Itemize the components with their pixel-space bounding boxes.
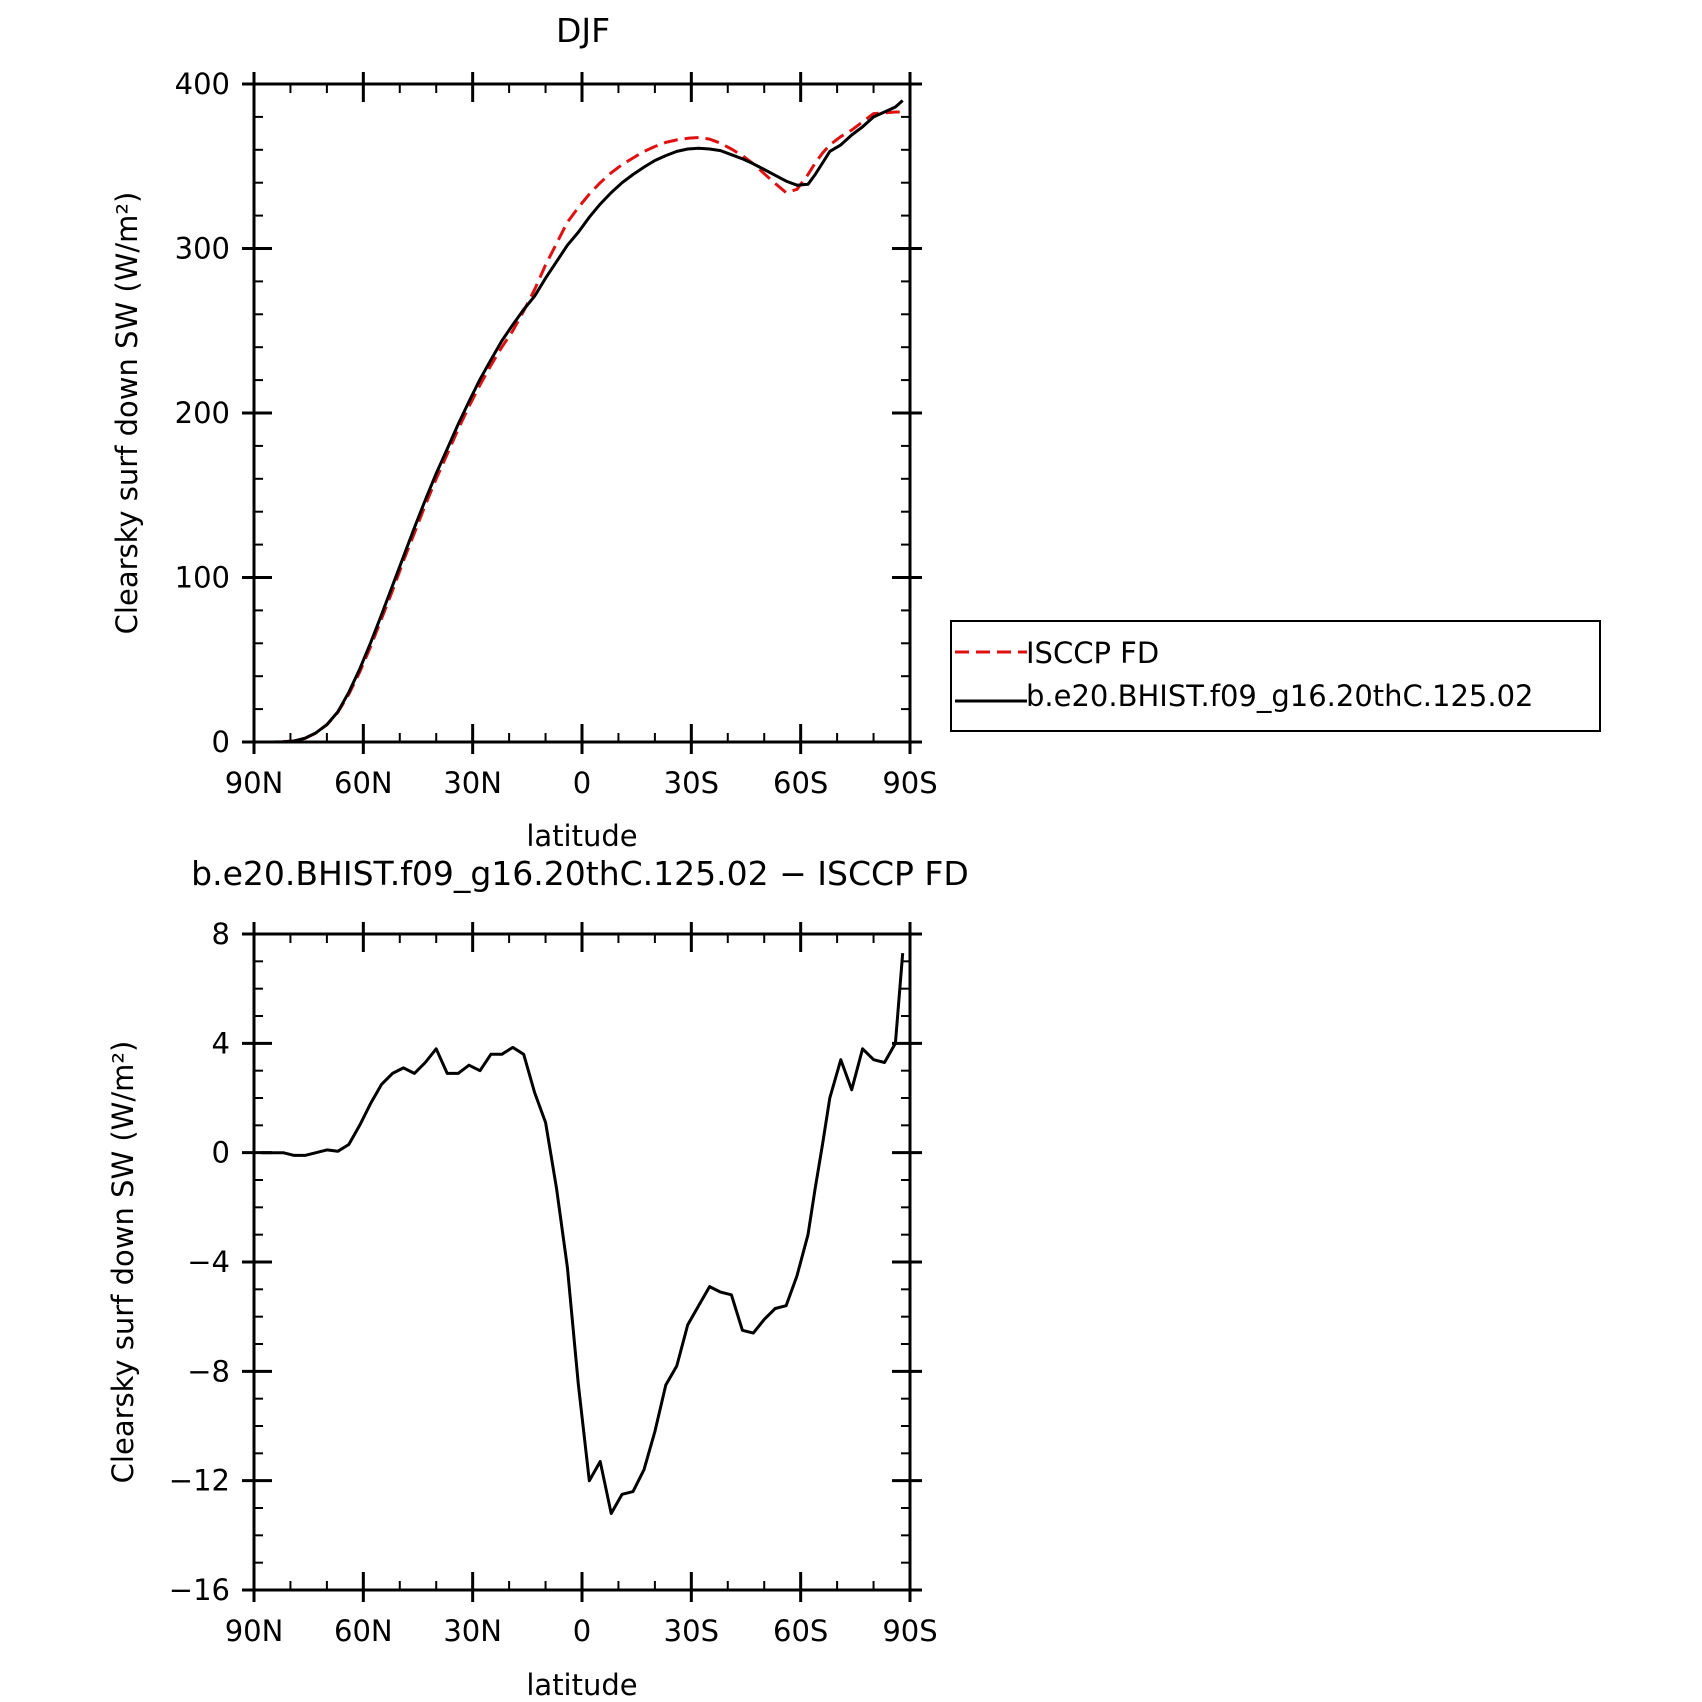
series-line-0 bbox=[261, 110, 903, 744]
x-tick-label: 90N bbox=[225, 766, 284, 800]
y-tick-label: −8 bbox=[187, 1354, 230, 1388]
legend-label-isccp: ISCCP FD bbox=[1026, 636, 1159, 670]
series-line-1 bbox=[261, 99, 904, 744]
legend: ISCCP FD b.e20.BHIST.f09_g16.20thC.125.0… bbox=[950, 620, 1601, 732]
y-tick-label: 0 bbox=[212, 1136, 230, 1170]
top-chart-frame bbox=[252, 82, 912, 744]
y-tick-label: 8 bbox=[212, 917, 230, 951]
y-tick-label: 200 bbox=[175, 396, 230, 430]
bottom-chart-ticks: 90N 60N 30N 0 30S 60S 90S 8 4 0 −4 −8 −12 −16 bbox=[169, 917, 938, 1648]
y-tick-label: −12 bbox=[169, 1464, 230, 1498]
legend-box bbox=[950, 620, 1601, 732]
x-tick-label: 90N bbox=[225, 1614, 284, 1648]
x-tick-label: 60S bbox=[773, 1614, 828, 1648]
x-tick-label: 60N bbox=[334, 766, 393, 800]
y-tick-label: −4 bbox=[187, 1245, 230, 1279]
y-tick-label: 100 bbox=[175, 561, 230, 595]
bottom-chart: b.e20.BHIST.f09_g16.20thC.125.02 − ISCCP… bbox=[106, 854, 969, 1702]
y-tick-label: 400 bbox=[175, 67, 230, 101]
top-chart-ticks: 90N 60N 30N 0 30S 60S 90S 0 100 200 300 400 bbox=[175, 67, 938, 800]
x-tick-label: 30N bbox=[443, 766, 502, 800]
top-chart: DJF 90N 60N 30N 0 30S 60S 90S 0 100 200 300 400 lat… bbox=[110, 11, 938, 853]
bottom-chart-xlabel: latitude bbox=[526, 1668, 637, 1702]
x-tick-label: 0 bbox=[573, 1614, 591, 1648]
x-tick-label: 0 bbox=[573, 766, 591, 800]
x-tick-label: 60N bbox=[334, 1614, 393, 1648]
bottom-chart-ylabel: Clearsky surf down SW (W/m²) bbox=[106, 1041, 140, 1484]
legend-label-model: b.e20.BHIST.f09_g16.20thC.125.02 bbox=[1026, 679, 1533, 713]
x-tick-label: 30S bbox=[664, 766, 719, 800]
x-tick-label: 90S bbox=[882, 766, 937, 800]
top-chart-series bbox=[261, 99, 904, 744]
y-tick-label: −16 bbox=[169, 1573, 230, 1607]
y-tick-label: 4 bbox=[212, 1026, 230, 1060]
bottom-chart-series bbox=[261, 952, 905, 1515]
top-chart-title: DJF bbox=[556, 11, 610, 50]
x-tick-label: 60S bbox=[773, 766, 828, 800]
bottom-chart-title: b.e20.BHIST.f09_g16.20thC.125.02 − ISCCP… bbox=[191, 854, 969, 893]
x-tick-label: 90S bbox=[882, 1614, 937, 1648]
x-tick-label: 30S bbox=[664, 1614, 719, 1648]
y-tick-label: 300 bbox=[175, 232, 230, 266]
top-chart-xlabel: latitude bbox=[526, 819, 637, 853]
x-tick-label: 30N bbox=[443, 1614, 502, 1648]
y-tick-label: 0 bbox=[212, 725, 230, 759]
series-line-0 bbox=[261, 952, 905, 1515]
bottom-chart-frame bbox=[252, 932, 912, 1592]
top-chart-ylabel: Clearsky surf down SW (W/m²) bbox=[110, 192, 144, 635]
